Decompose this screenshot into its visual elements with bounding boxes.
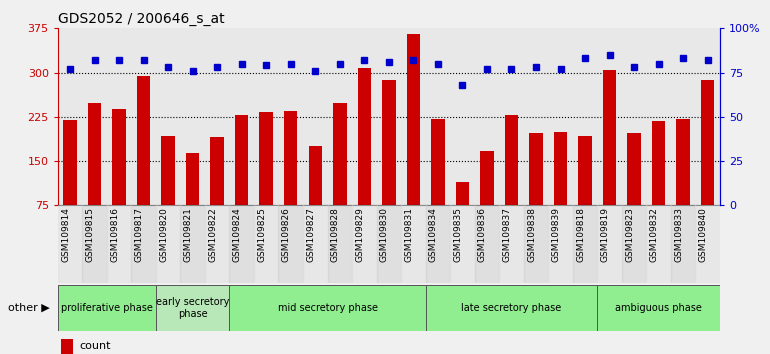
Text: proliferative phase: proliferative phase: [61, 303, 152, 313]
Text: GSM109829: GSM109829: [355, 207, 364, 262]
Bar: [431, 119, 444, 205]
Text: GSM109833: GSM109833: [675, 207, 683, 262]
Bar: [88, 103, 102, 205]
Bar: [695, 205, 720, 283]
Text: GSM109839: GSM109839: [551, 207, 561, 262]
Bar: [505, 115, 518, 205]
Bar: [701, 80, 715, 205]
Text: ambiguous phase: ambiguous phase: [615, 303, 702, 313]
Bar: [259, 112, 273, 205]
Bar: [622, 205, 646, 283]
Text: GSM109823: GSM109823: [625, 207, 634, 262]
Bar: [112, 109, 126, 205]
Text: GSM109822: GSM109822: [208, 207, 217, 262]
Bar: [480, 151, 494, 205]
Bar: [426, 285, 598, 331]
Text: early secretory
phase: early secretory phase: [156, 297, 229, 319]
Bar: [229, 285, 426, 331]
Bar: [137, 75, 150, 205]
Text: GSM109840: GSM109840: [698, 207, 708, 262]
Bar: [309, 146, 322, 205]
Bar: [456, 182, 469, 205]
Bar: [254, 205, 279, 283]
Text: GSM109828: GSM109828: [331, 207, 340, 262]
Text: late secretory phase: late secretory phase: [461, 303, 561, 313]
Text: GSM109836: GSM109836: [478, 207, 487, 262]
Text: GSM109819: GSM109819: [601, 207, 610, 262]
Bar: [499, 205, 524, 283]
Bar: [529, 133, 543, 205]
Bar: [603, 70, 616, 205]
Bar: [407, 34, 420, 205]
Bar: [450, 205, 474, 283]
Bar: [548, 205, 573, 283]
Bar: [235, 115, 249, 205]
Bar: [352, 205, 377, 283]
Text: GSM109835: GSM109835: [454, 207, 463, 262]
Text: GSM109814: GSM109814: [61, 207, 70, 262]
Bar: [598, 285, 720, 331]
Bar: [524, 205, 548, 283]
Bar: [554, 132, 567, 205]
Text: GSM109815: GSM109815: [85, 207, 95, 262]
Bar: [382, 80, 396, 205]
Bar: [646, 205, 671, 283]
Text: mid secretory phase: mid secretory phase: [277, 303, 377, 313]
Bar: [652, 121, 665, 205]
Bar: [58, 205, 82, 283]
Text: GSM109832: GSM109832: [650, 207, 658, 262]
Bar: [628, 133, 641, 205]
Text: GDS2052 / 200646_s_at: GDS2052 / 200646_s_at: [58, 12, 224, 26]
Bar: [426, 205, 450, 283]
Text: GSM109834: GSM109834: [429, 207, 438, 262]
Bar: [61, 339, 73, 354]
Text: GSM109826: GSM109826: [282, 207, 291, 262]
Bar: [333, 103, 347, 205]
Bar: [284, 111, 297, 205]
Bar: [303, 205, 327, 283]
Bar: [401, 205, 426, 283]
Bar: [180, 205, 205, 283]
Text: GSM109831: GSM109831: [404, 207, 413, 262]
Bar: [573, 205, 598, 283]
Text: GSM109838: GSM109838: [527, 207, 536, 262]
Bar: [107, 205, 132, 283]
Bar: [156, 205, 180, 283]
Bar: [58, 285, 156, 331]
Bar: [377, 205, 401, 283]
Bar: [132, 205, 156, 283]
Text: GSM109816: GSM109816: [110, 207, 119, 262]
Text: GSM109830: GSM109830: [380, 207, 389, 262]
Bar: [598, 205, 622, 283]
Text: GSM109817: GSM109817: [135, 207, 143, 262]
Bar: [63, 120, 77, 205]
Bar: [162, 136, 175, 205]
Bar: [229, 205, 254, 283]
Bar: [474, 205, 499, 283]
Bar: [186, 153, 199, 205]
Bar: [156, 285, 229, 331]
Text: other ▶: other ▶: [8, 303, 49, 313]
Bar: [210, 137, 224, 205]
Bar: [205, 205, 229, 283]
Bar: [82, 205, 107, 283]
Text: GSM109824: GSM109824: [233, 207, 242, 262]
Bar: [327, 205, 352, 283]
Text: GSM109820: GSM109820: [159, 207, 168, 262]
Bar: [279, 205, 303, 283]
Bar: [357, 68, 371, 205]
Bar: [671, 205, 695, 283]
Text: GSM109825: GSM109825: [257, 207, 266, 262]
Text: GSM109837: GSM109837: [503, 207, 511, 262]
Text: GSM109821: GSM109821: [183, 207, 192, 262]
Text: GSM109827: GSM109827: [306, 207, 315, 262]
Text: GSM109818: GSM109818: [576, 207, 585, 262]
Bar: [578, 136, 592, 205]
Bar: [676, 119, 690, 205]
Text: count: count: [79, 341, 110, 352]
